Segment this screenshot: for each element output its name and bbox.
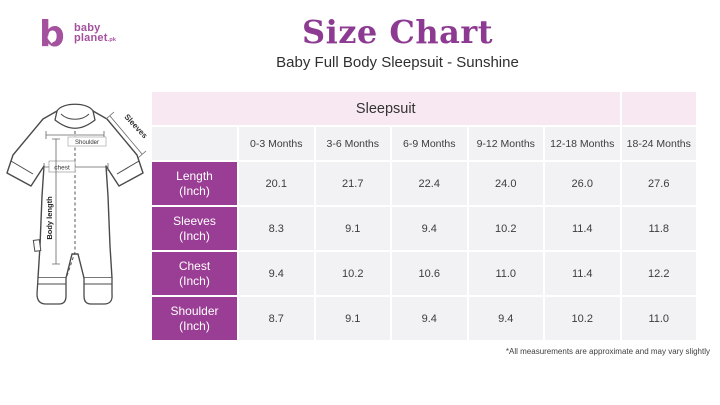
cell-sleeves-3: 10.2 — [468, 207, 543, 250]
row-header-chest: Chest (Inch) — [152, 252, 237, 295]
cell-sleeves-4: 11.4 — [545, 207, 620, 250]
col-header-9-12-months: 9-12 Months — [468, 127, 543, 160]
row-unit: (Inch) — [179, 228, 210, 243]
cell-sleeves-1: 9.1 — [315, 207, 390, 250]
side-tag — [32, 239, 42, 252]
collar-inner-line — [60, 113, 90, 120]
right-foot — [83, 278, 113, 305]
cell-sleeves-5: 11.8 — [621, 207, 696, 250]
brand-wordmark: baby planet.pk — [74, 21, 116, 46]
row-unit: (Inch) — [179, 183, 210, 198]
footnote: *All measurements are approximate and ma… — [505, 347, 710, 356]
cell-shoulder-5: 11.0 — [621, 297, 696, 340]
row-unit: (Inch) — [179, 318, 210, 333]
col-header-12-18-months: 12-18 Months — [545, 127, 620, 160]
row-header-shoulder: Shoulder (Inch) — [152, 297, 237, 340]
page-subtitle: Baby Full Body Sleepsuit - Sunshine — [276, 54, 519, 71]
col-header-18-24-months: 18-24 Months — [621, 127, 696, 160]
sleeves-label: Sleeves — [122, 112, 149, 140]
cell-chest-2: 10.6 — [392, 252, 467, 295]
cell-sleeves-2: 9.4 — [392, 207, 467, 250]
corner-cell — [152, 127, 237, 160]
cell-chest-3: 11.0 — [468, 252, 543, 295]
row-header-sleeves: Sleeves (Inch) — [152, 207, 237, 250]
cell-shoulder-2: 9.4 — [392, 297, 467, 340]
col-header-3-6-months: 3-6 Months — [315, 127, 390, 160]
col-header-6-9-months: 6-9 Months — [392, 127, 467, 160]
table-group-header-spacer — [621, 92, 696, 125]
collar-shape — [54, 103, 96, 129]
row-label: Shoulder — [170, 303, 219, 318]
cell-chest-4: 11.4 — [545, 252, 620, 295]
cell-shoulder-1: 9.1 — [315, 297, 390, 340]
sleeves-measure-line — [105, 111, 147, 159]
table-group-header: Sleepsuit — [152, 92, 620, 125]
col-header-0-3-months: 0-3 Months — [239, 127, 314, 160]
right-cuff-line — [116, 160, 140, 175]
brand-suffix: .pk — [107, 37, 117, 43]
sleepsuit-diagram: Shoulder chest Body length Sleeves — [6, 103, 150, 305]
cell-chest-0: 9.4 — [239, 252, 314, 295]
cell-shoulder-4: 10.2 — [545, 297, 620, 340]
row-label: Length — [176, 168, 213, 183]
left-foot — [36, 277, 67, 305]
cell-length-4: 26.0 — [545, 162, 620, 205]
chest-label: chest — [54, 165, 70, 172]
row-header-length: Length (Inch) — [152, 162, 237, 205]
row-label: Chest — [178, 258, 211, 273]
row-label: Sleeves — [173, 213, 216, 228]
cell-chest-1: 10.2 — [315, 252, 390, 295]
brand-logo: b ♥ baby planet.pk — [38, 16, 116, 52]
cell-length-0: 20.1 — [239, 162, 314, 205]
page-title: Size Chart — [301, 13, 494, 51]
left-cuff-line — [10, 160, 34, 175]
cell-length-5: 27.6 — [621, 162, 696, 205]
logo-heart-icon: ♥ — [47, 33, 57, 47]
header: Size Chart Baby Full Body Sleepsuit - Su… — [75, 13, 720, 71]
cell-shoulder-3: 9.4 — [468, 297, 543, 340]
body-length-label: Body length — [45, 196, 54, 240]
cell-length-1: 21.7 — [315, 162, 390, 205]
cell-length-2: 22.4 — [392, 162, 467, 205]
logo-letter: b — [39, 16, 65, 52]
brand-name-planet: planet — [74, 32, 108, 44]
row-unit: (Inch) — [179, 273, 210, 288]
shoulder-label: Shoulder — [75, 140, 99, 146]
cell-sleeves-0: 8.3 — [239, 207, 314, 250]
body-length-measure-line — [52, 138, 60, 265]
brand-name-line2: planet.pk — [74, 33, 116, 46]
baby-planet-b-icon: b ♥ — [39, 16, 65, 52]
cell-length-3: 24.0 — [468, 162, 543, 205]
cell-chest-5: 12.2 — [621, 252, 696, 295]
size-table: Sleepsuit 0-3 Months 3-6 Months 6-9 Mont… — [152, 92, 696, 340]
brand-name-line1: baby — [74, 21, 101, 34]
shoulder-label-box — [67, 136, 107, 147]
chest-label-box — [48, 160, 76, 173]
cell-shoulder-0: 8.7 — [239, 297, 314, 340]
